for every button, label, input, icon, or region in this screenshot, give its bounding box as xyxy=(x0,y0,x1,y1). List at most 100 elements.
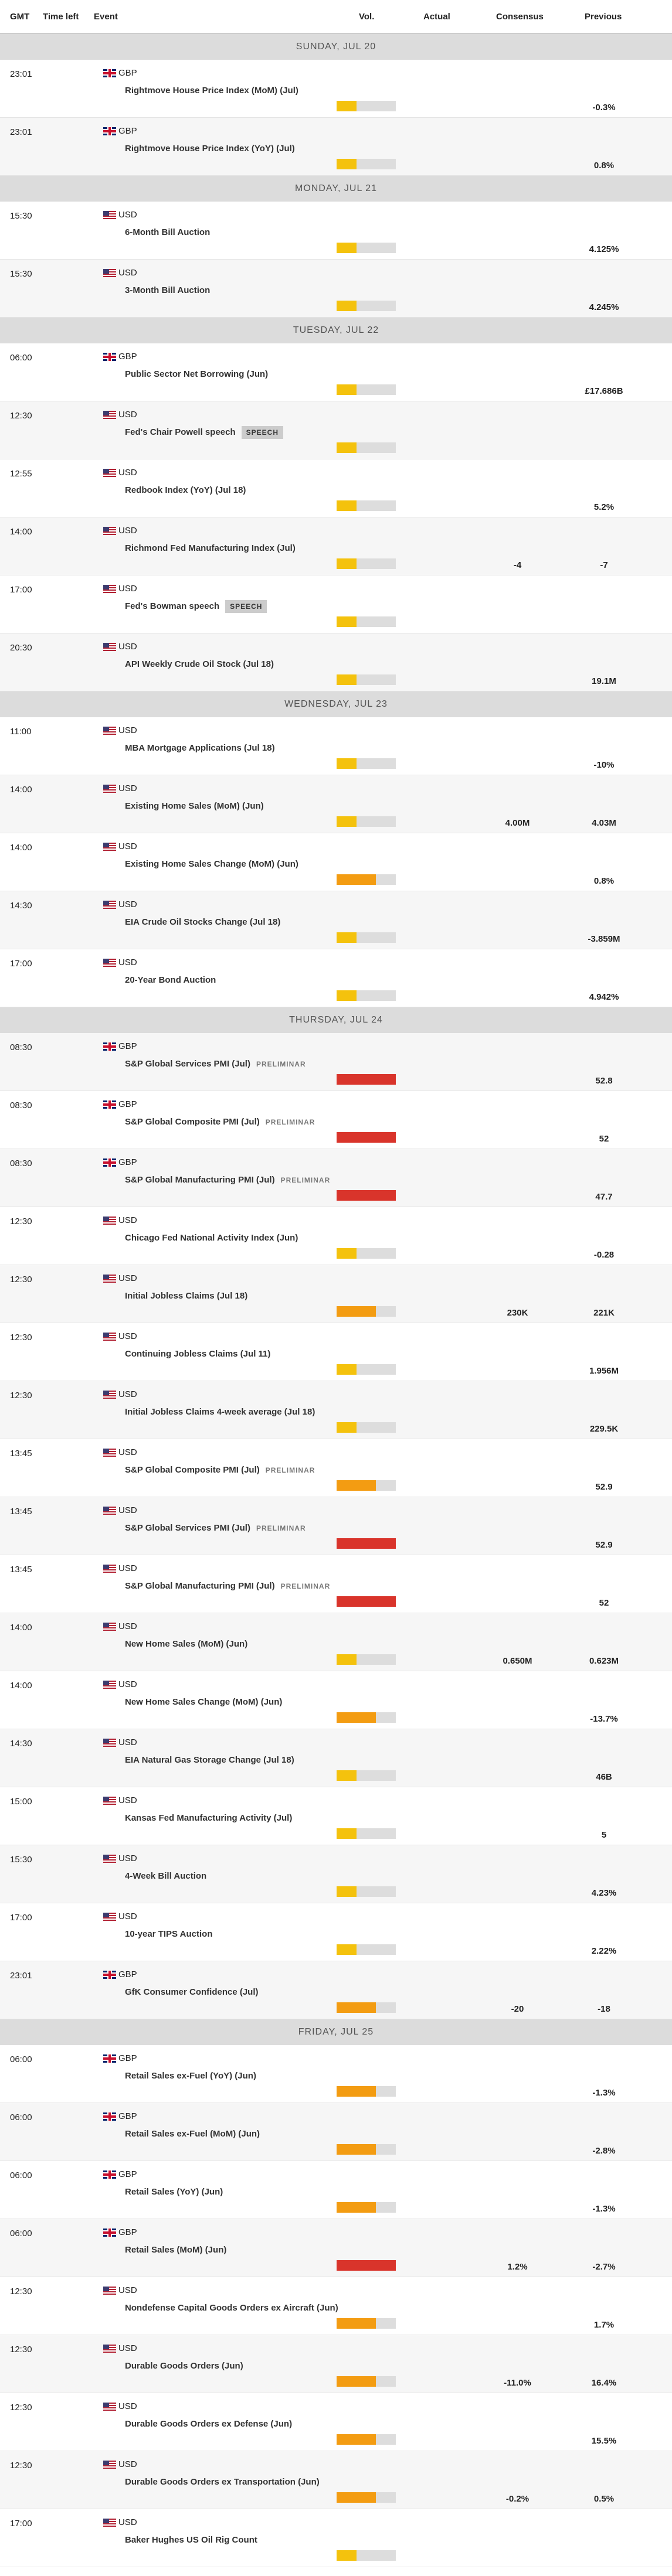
event-row: 12:30 USD Fed's Chair Powell speech SPEECH xyxy=(0,401,672,459)
event-time: 06:00 xyxy=(10,2112,32,2122)
currency: USD xyxy=(118,783,137,793)
preliminary-note: PRELIMINAR xyxy=(256,1524,306,1532)
volatility-fill xyxy=(337,1654,357,1665)
previous-value: -0.3% xyxy=(592,103,616,113)
event-title: Kansas Fed Manufacturing Activity (Jul) xyxy=(125,1813,293,1823)
event-title: Durable Goods Orders ex Defense (Jun) xyxy=(125,2419,293,2429)
volatility-bar xyxy=(337,1364,396,1375)
event-name: S&P Global Composite PMI (Jul) PRELIMINAR xyxy=(125,1117,315,1127)
event-row: 06:00 GBP Retail Sales (MoM) (Jun) 1.2% -2.7… xyxy=(0,2219,672,2277)
event-name: GfK Consumer Confidence (Jul) xyxy=(125,1987,259,1997)
previous-value: 52 xyxy=(599,1134,609,1144)
event-title: Fed's Chair Powell speech xyxy=(125,427,236,437)
event-name: EIA Natural Gas Storage Change (Jul 18) xyxy=(125,1755,294,1765)
volatility-bar xyxy=(337,1654,396,1665)
volatility-bar xyxy=(337,2086,396,2097)
event-title: GfK Consumer Confidence (Jul) xyxy=(125,1987,259,1997)
previous-value: 4.942% xyxy=(589,992,619,1002)
currency: USD xyxy=(118,2343,137,2353)
currency: USD xyxy=(118,2401,137,2411)
currency: USD xyxy=(118,1679,137,1689)
event-title: Chicago Fed National Activity Index (Jun… xyxy=(125,1233,298,1243)
event-title: Redbook Index (YoY) (Jul 18) xyxy=(125,485,246,495)
consensus-value: -0.2% xyxy=(505,2494,530,2504)
volatility-bar xyxy=(337,2318,396,2329)
event-title: Richmond Fed Manufacturing Index (Jul) xyxy=(125,543,296,553)
flag-icon xyxy=(103,2054,116,2063)
event-title: S&P Global Manufacturing PMI (Jul) xyxy=(125,1581,275,1591)
volatility-bar xyxy=(337,1074,396,1085)
currency: USD xyxy=(118,1911,137,1921)
event-time: 12:30 xyxy=(10,411,32,421)
event-row: 13:45 USD S&P Global Composite PMI (Jul) PR… xyxy=(0,1439,672,1497)
previous-value: -10% xyxy=(593,760,615,770)
volatility-fill xyxy=(337,1190,396,1201)
event-name: Durable Goods Orders ex Defense (Jun) xyxy=(125,2419,292,2429)
volatility-bar xyxy=(337,2260,396,2271)
currency: GBP xyxy=(118,2227,137,2237)
volatility-bar xyxy=(337,1132,396,1143)
previous-value: 16.4% xyxy=(591,2378,617,2388)
event-row: 15:30 USD 4-Week Bill Auction 4.23% xyxy=(0,1845,672,1903)
volatility-fill xyxy=(337,1828,357,1839)
event-row: 14:30 USD EIA Natural Gas Storage Change (… xyxy=(0,1729,672,1787)
event-time: 13:45 xyxy=(10,1565,32,1575)
flag-icon xyxy=(103,127,116,135)
flag-icon xyxy=(103,2287,116,2295)
volatility-fill xyxy=(337,1132,396,1143)
volatility-fill xyxy=(337,2492,376,2503)
volatility-bar xyxy=(337,159,396,169)
flag-icon xyxy=(103,1971,116,1979)
currency: USD xyxy=(118,1621,137,1631)
currency: GBP xyxy=(118,1041,137,1051)
currency: USD xyxy=(118,526,137,536)
previous-value: 0.5% xyxy=(593,2494,615,2504)
event-time: 08:30 xyxy=(10,1100,32,1110)
event-name: Retail Sales ex-Fuel (MoM) (Jun) xyxy=(125,2129,260,2139)
event-title: Rightmove House Price Index (YoY) (Jul) xyxy=(125,144,295,154)
event-name: Durable Goods Orders (Jun) xyxy=(125,2361,243,2371)
currency: USD xyxy=(118,410,137,420)
event-row: 17:00 USD Baker Hughes US Oil Rig Count xyxy=(0,2509,672,2567)
event-name: EIA Crude Oil Stocks Change (Jul 18) xyxy=(125,917,280,927)
event-row: 17:00 USD Fed's Bowman speech SPEECH xyxy=(0,575,672,633)
volatility-fill xyxy=(337,2376,376,2387)
event-row: 15:30 USD 3-Month Bill Auction 4.245% xyxy=(0,260,672,318)
volatility-bar xyxy=(337,1944,396,1955)
event-title: 3-Month Bill Auction xyxy=(125,285,211,295)
currency: USD xyxy=(118,1737,137,1747)
currency: USD xyxy=(118,584,137,594)
event-title: New Home Sales (MoM) (Jun) xyxy=(125,1639,248,1649)
volatility-bar xyxy=(337,1306,396,1317)
event-title: S&P Global Services PMI (Jul) xyxy=(125,1523,250,1533)
event-name: Rightmove House Price Index (YoY) (Jul) xyxy=(125,144,295,154)
volatility-bar xyxy=(337,1828,396,1839)
currency: USD xyxy=(118,958,137,967)
event-time: 15:30 xyxy=(10,269,32,279)
previous-value: 52 xyxy=(599,1598,609,1608)
flag-icon xyxy=(103,2345,116,2353)
currency: USD xyxy=(118,1331,137,1341)
volatility-fill xyxy=(337,874,376,885)
currency: USD xyxy=(118,1795,137,1805)
event-time: 17:00 xyxy=(10,959,32,969)
event-name: S&P Global Composite PMI (Jul) PRELIMINAR xyxy=(125,1465,315,1475)
event-name: Initial Jobless Claims (Jul 18) xyxy=(125,1291,247,1301)
day-header: FRIDAY, JUL 25 xyxy=(0,2019,672,2045)
previous-value: 46B xyxy=(596,1772,612,1782)
previous-value: 229.5K xyxy=(589,1424,619,1434)
column-header: Vol. xyxy=(359,12,375,22)
event-row: 12:55 USD Redbook Index (YoY) (Jul 18) 5.2% xyxy=(0,459,672,517)
event-time: 06:00 xyxy=(10,2229,32,2238)
event-title: Baker Hughes US Oil Rig Count xyxy=(125,2535,257,2545)
flag-icon xyxy=(103,1913,116,1921)
event-name: API Weekly Crude Oil Stock (Jul 18) xyxy=(125,659,274,669)
volatility-fill xyxy=(337,159,357,169)
preliminary-note: PRELIMINAR xyxy=(280,1582,331,1590)
event-time: 15:00 xyxy=(10,1797,32,1807)
volatility-bar xyxy=(337,990,396,1001)
event-title: Nondefense Capital Goods Orders ex Aircr… xyxy=(125,2303,338,2313)
event-name: Chicago Fed National Activity Index (Jun… xyxy=(125,1233,298,1243)
event-name: New Home Sales Change (MoM) (Jun) xyxy=(125,1697,282,1707)
